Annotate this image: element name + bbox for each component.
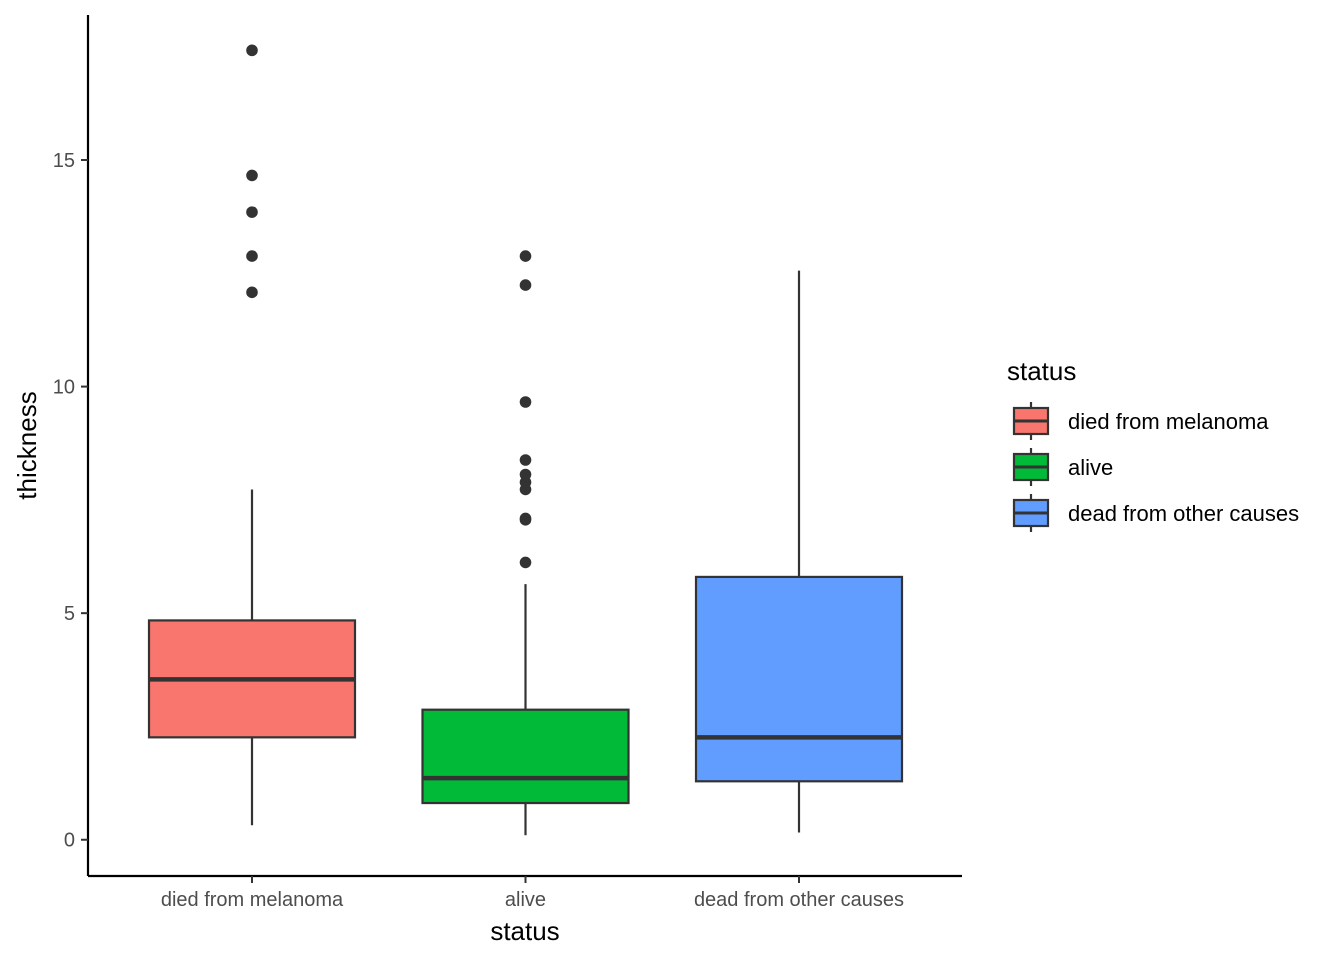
x-axis-title: status	[490, 916, 559, 946]
legend-title: status	[1007, 356, 1076, 386]
legend: status died from melanoma alive dead from …	[1007, 356, 1299, 532]
outlier-point	[519, 454, 532, 466]
y-tick-label: 10	[53, 377, 75, 399]
y-tick-label: 15	[53, 150, 75, 172]
outlier-point	[519, 279, 532, 291]
y-tick-label: 0	[64, 830, 75, 852]
legend-label: died from melanoma	[1068, 409, 1269, 434]
outlier-point	[246, 44, 258, 57]
iqr-box	[694, 575, 904, 783]
x-tick-label: dead from other causes	[694, 889, 904, 911]
outlier-point	[519, 468, 532, 481]
outlier-point	[246, 169, 258, 182]
box-3	[694, 270, 904, 833]
outlier-point	[519, 556, 532, 569]
x-tick-label: alive	[505, 889, 546, 911]
y-tick-label: 5	[64, 603, 75, 625]
plot-marks	[147, 44, 904, 836]
iqr-box	[421, 708, 630, 805]
legend-item-3: dead from other causes	[1012, 494, 1299, 532]
legend-label: dead from other causes	[1068, 501, 1299, 526]
outlier-point	[246, 250, 258, 262]
legend-item-2: alive	[1012, 448, 1113, 486]
outlier-point	[519, 512, 532, 525]
outlier-point	[246, 206, 258, 218]
outlier-point	[519, 396, 532, 408]
legend-item-1: died from melanoma	[1012, 402, 1269, 440]
axes: 0 5 10 15 died from melanoma alive dead from o…	[53, 15, 962, 911]
box-2	[421, 250, 630, 836]
outlier-point	[246, 286, 258, 299]
legend-label: alive	[1068, 455, 1113, 480]
box-1	[147, 44, 357, 826]
outlier-point	[519, 250, 532, 262]
x-tick-label: died from melanoma	[161, 889, 344, 911]
y-axis-title: thickness	[12, 391, 42, 499]
